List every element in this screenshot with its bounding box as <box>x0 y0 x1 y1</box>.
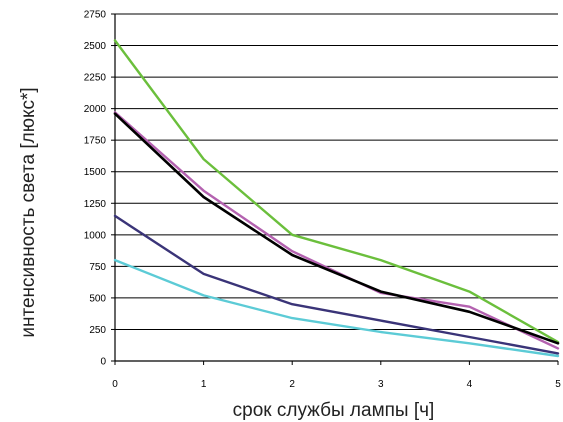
series-line-4 <box>113 214 560 355</box>
y-tick-label: 2250 <box>84 73 107 84</box>
x-tick-label: 1 <box>201 379 207 390</box>
x-tick-label: 5 <box>555 379 561 390</box>
y-tick-label: 2750 <box>84 10 107 21</box>
x-tick-label: 2 <box>289 379 295 390</box>
y-tick-label: 1250 <box>84 199 107 210</box>
y-tick-label: 250 <box>89 325 106 336</box>
x-tick-label: 3 <box>378 379 384 390</box>
y-tick-label: 1000 <box>84 230 107 241</box>
y-tick-label: 1750 <box>84 136 107 147</box>
series-line-1 <box>113 39 560 344</box>
y-axis-title: интенсивность света [люкс*] <box>18 87 39 337</box>
y-tick-label: 2500 <box>84 41 107 52</box>
series-line-5 <box>113 258 560 358</box>
x-tick-label: 4 <box>467 379 473 390</box>
x-axis-title: срок службы лампы [ч] <box>233 400 435 421</box>
series-layer <box>113 39 560 358</box>
x-tick-label: 0 <box>112 379 118 390</box>
y-tick-label: 500 <box>89 293 106 304</box>
series-line-3 <box>113 112 560 345</box>
y-tick-label: 2000 <box>84 104 107 115</box>
axes <box>111 13 559 365</box>
tick-labels: 0250500750100012501500175020002250250027… <box>84 10 561 391</box>
y-tick-label: 0 <box>100 357 106 368</box>
y-tick-label: 750 <box>89 262 106 273</box>
y-tick-label: 1500 <box>84 167 107 178</box>
